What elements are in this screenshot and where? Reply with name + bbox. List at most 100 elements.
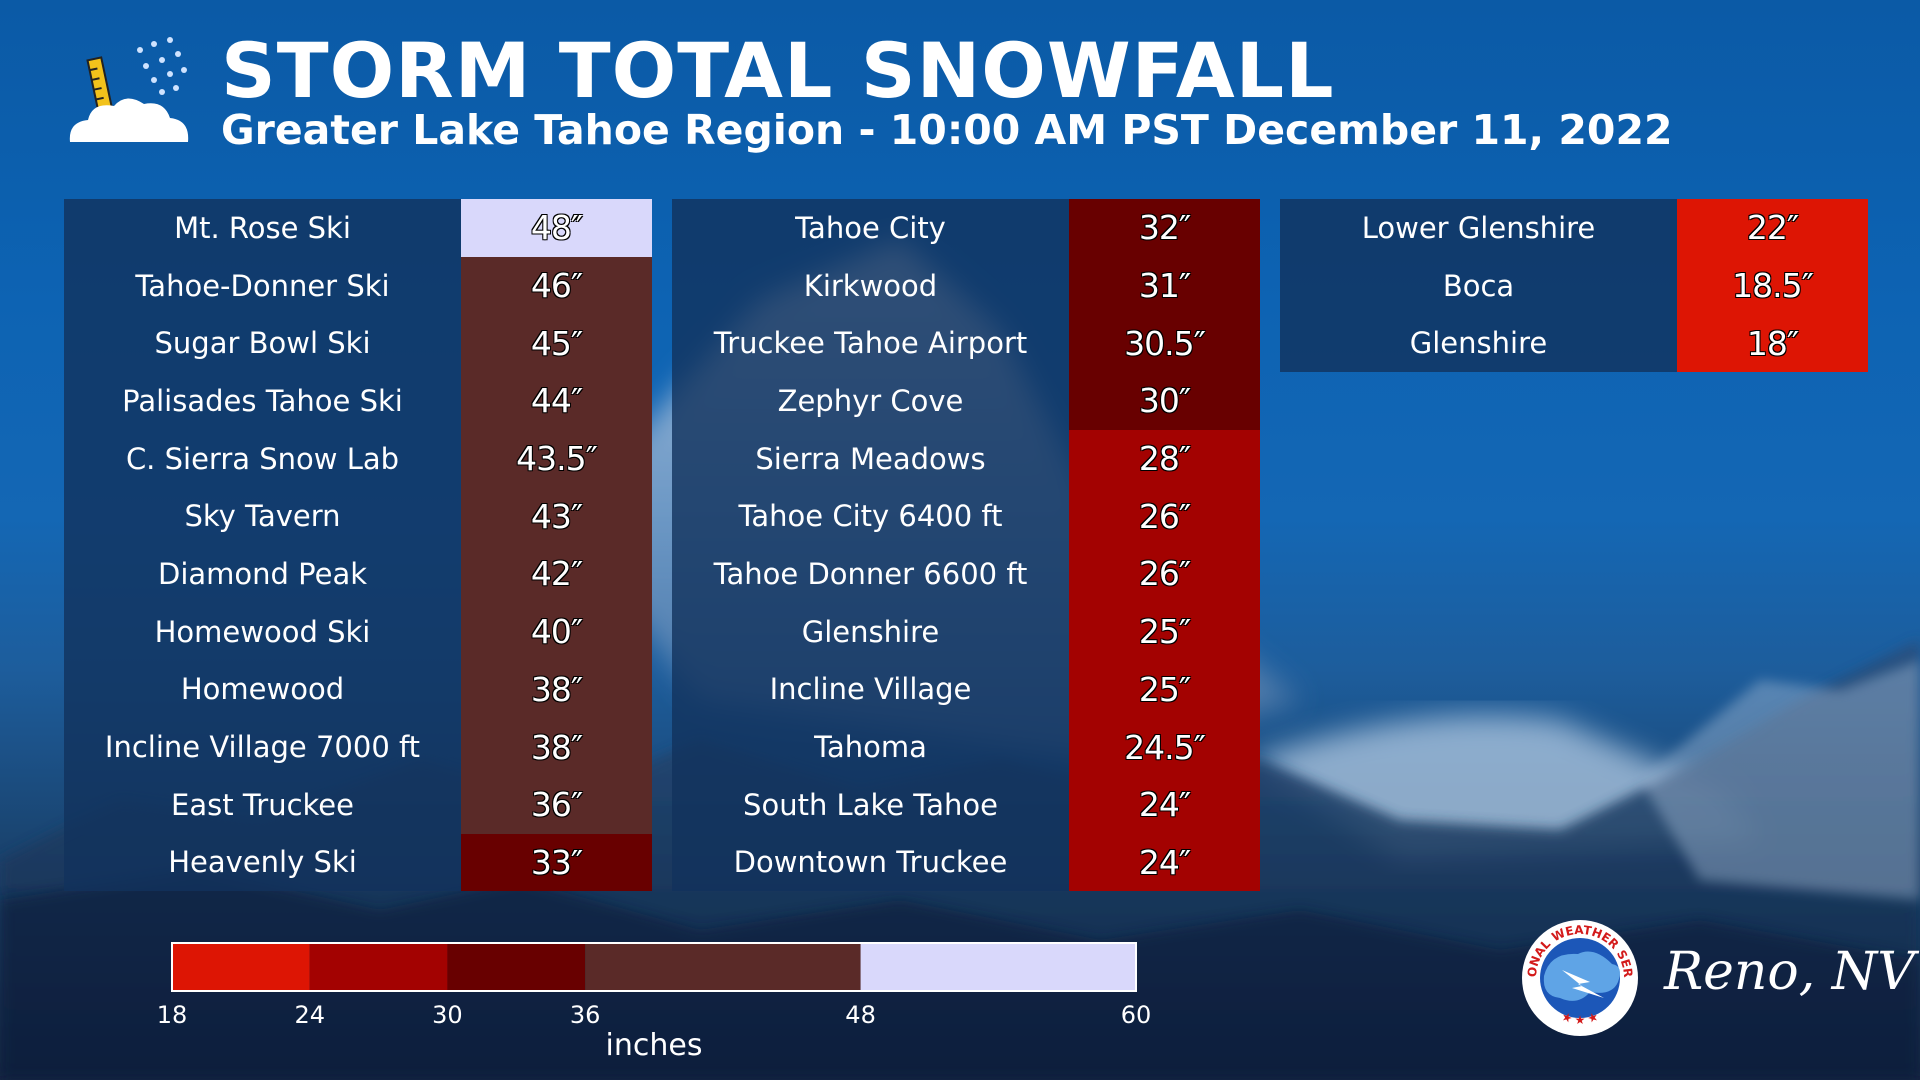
- location-name: Homewood Ski: [64, 602, 461, 661]
- location-name: Boca: [1280, 256, 1677, 315]
- legend-tick-label: 36: [570, 1001, 601, 1029]
- table-row: Kirkwood 31″: [672, 256, 1260, 315]
- location-name: Lower Glenshire: [1280, 199, 1677, 257]
- snowfall-value: 26″: [1069, 487, 1260, 546]
- snowfall-value: 48″: [461, 199, 652, 257]
- snowfall-value: 32″: [1069, 199, 1260, 257]
- location-name: Tahoe Donner 6600 ft: [672, 545, 1069, 603]
- table-row: Tahoe City 6400 ft 26″: [672, 487, 1260, 546]
- legend-tick-label: 30: [432, 1001, 463, 1029]
- location-name: Tahoe City 6400 ft: [672, 487, 1069, 546]
- table-row: Tahoe-Donner Ski 46″: [64, 256, 652, 315]
- table-row: Boca 18.5″: [1280, 256, 1868, 315]
- office-location: Reno, NV: [1664, 942, 1915, 1002]
- table-row: C. Sierra Snow Lab 43.5″: [64, 429, 652, 488]
- table-row: Tahoe City 32″: [672, 199, 1260, 257]
- page-subtitle: Greater Lake Tahoe Region - 10:00 AM PST…: [221, 106, 1673, 154]
- location-name: Heavenly Ski: [64, 833, 461, 892]
- table-row: Homewood 38″: [64, 660, 652, 719]
- location-name: Zephyr Cove: [672, 372, 1069, 430]
- location-name: C. Sierra Snow Lab: [64, 429, 461, 488]
- location-name: Homewood: [64, 660, 461, 719]
- snowfall-table-column-3: Lower Glenshire 22″ Boca 18.5″ Glenshire 18″: [1280, 199, 1868, 373]
- location-name: Glenshire: [1280, 314, 1677, 373]
- snowfall-value: 43″: [461, 487, 652, 546]
- snowfall-value: 22″: [1677, 199, 1868, 257]
- location-name: South Lake Tahoe: [672, 775, 1069, 834]
- legend-color-bin: [172, 943, 310, 991]
- color-scale-legend: 18 24 30 36 48 60 inches: [157, 942, 1151, 1060]
- table-row: Tahoma 24.5″: [672, 718, 1260, 776]
- snowfall-value: 33″: [461, 833, 652, 892]
- legend-color-bin: [585, 943, 861, 991]
- table-row: Incline Village 7000 ft 38″: [64, 718, 652, 776]
- snowfall-value: 38″: [461, 660, 652, 719]
- legend-color-bin: [309, 943, 448, 991]
- snowfall-value: 44″: [461, 372, 652, 430]
- location-name: Palisades Tahoe Ski: [64, 372, 461, 430]
- snowfall-value: 30″: [1069, 372, 1260, 430]
- nws-logo-icon: NATIONAL WEATHER SERVICE ★ ★ ★: [1520, 918, 1638, 1036]
- location-name: Diamond Peak: [64, 545, 461, 603]
- snowfall-value: 28″: [1069, 429, 1260, 488]
- snowfall-value: 31″: [1069, 256, 1260, 315]
- location-name: Incline Village 7000 ft: [64, 718, 461, 776]
- table-row: Sugar Bowl Ski 45″: [64, 314, 652, 373]
- table-row: Incline Village 25″: [672, 660, 1260, 719]
- table-row: Downtown Truckee 24″: [672, 833, 1260, 892]
- location-name: Kirkwood: [672, 256, 1069, 315]
- location-name: Truckee Tahoe Airport: [672, 314, 1069, 373]
- snow-cloud-ruler-icon: [69, 37, 189, 142]
- table-row: Glenshire 25″: [672, 602, 1260, 661]
- snowfall-table-column-2: Tahoe City 32″ Kirkwood 31″ Truckee Tahoe Ai…: [672, 199, 1260, 892]
- snowfall-value: 30.5″: [1069, 314, 1260, 373]
- legend-frame: [171, 942, 1137, 992]
- legend-tick-label: 24: [294, 1001, 325, 1029]
- snowfall-value: 24″: [1069, 833, 1260, 892]
- location-name: Tahoe-Donner Ski: [64, 256, 461, 315]
- location-name: Tahoma: [672, 718, 1069, 776]
- location-name: East Truckee: [64, 775, 461, 834]
- right-snow-slope-shape: [1640, 660, 1920, 900]
- legend-units-label: inches: [606, 1028, 703, 1060]
- snowfall-value: 38″: [461, 718, 652, 776]
- location-name: Glenshire: [672, 602, 1069, 661]
- snowfall-value: 40″: [461, 602, 652, 661]
- snowfall-value: 42″: [461, 545, 652, 603]
- table-row: Sky Tavern 43″: [64, 487, 652, 546]
- snowfall-value: 45″: [461, 314, 652, 373]
- legend-tick-label: 48: [845, 1001, 876, 1029]
- table-row: Truckee Tahoe Airport 30.5″: [672, 314, 1260, 373]
- snowfall-value: 36″: [461, 775, 652, 834]
- snowfall-value: 24″: [1069, 775, 1260, 834]
- svg-text:★ ★ ★: ★ ★ ★: [1560, 1009, 1601, 1027]
- location-name: Tahoe City: [672, 199, 1069, 257]
- location-name: Sky Tavern: [64, 487, 461, 546]
- location-name: Downtown Truckee: [672, 833, 1069, 892]
- location-name: Sierra Meadows: [672, 429, 1069, 488]
- legend-color-bin: [447, 943, 586, 991]
- table-row: Heavenly Ski 33″: [64, 833, 652, 892]
- table-row: Mt. Rose Ski 48″: [64, 199, 652, 257]
- page-title: STORM TOTAL SNOWFALL: [221, 26, 1335, 115]
- table-row: Palisades Tahoe Ski 44″: [64, 372, 652, 430]
- table-row: Homewood Ski 40″: [64, 602, 652, 661]
- snowfall-value: 18.5″: [1677, 256, 1868, 315]
- snowfall-value: 43.5″: [461, 429, 652, 488]
- table-row: Lower Glenshire 22″: [1280, 199, 1868, 257]
- location-name: Incline Village: [672, 660, 1069, 719]
- snowfall-value: 25″: [1069, 602, 1260, 661]
- snowfall-value: 24.5″: [1069, 718, 1260, 776]
- snowfall-value: 46″: [461, 256, 652, 315]
- snowfall-table-column-1: Mt. Rose Ski 48″ Tahoe-Donner Ski 46″ Sugar …: [64, 199, 652, 892]
- table-row: Tahoe Donner 6600 ft 26″: [672, 545, 1260, 603]
- table-row: Glenshire 18″: [1280, 314, 1868, 373]
- snowfall-value: 18″: [1677, 314, 1868, 373]
- table-row: East Truckee 36″: [64, 775, 652, 834]
- table-row: Diamond Peak 42″: [64, 545, 652, 603]
- legend-tick-label: 18: [157, 1001, 188, 1029]
- snowfall-value: 26″: [1069, 545, 1260, 603]
- table-row: Zephyr Cove 30″: [672, 372, 1260, 430]
- legend-color-bin: [860, 943, 1136, 991]
